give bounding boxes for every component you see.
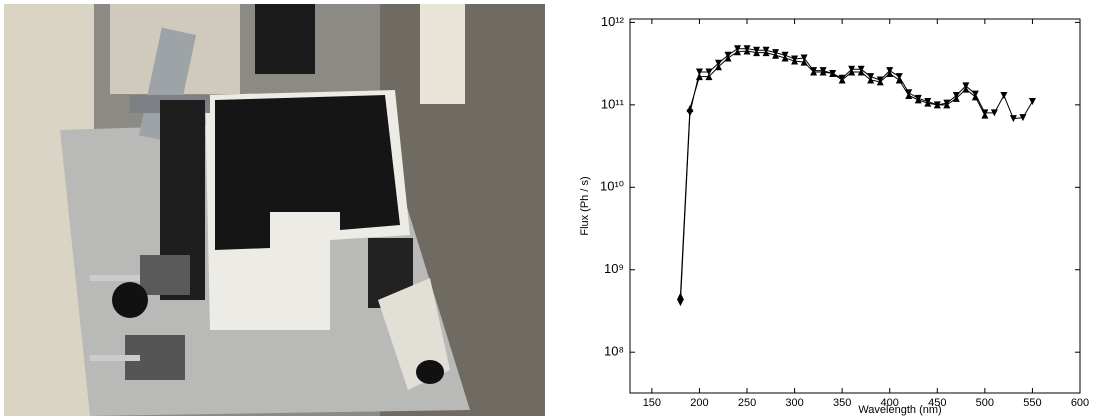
x-axis-title: Wavelength (nm) [858, 404, 941, 416]
x-tick-label: 400 [881, 397, 899, 409]
data-point [781, 54, 789, 62]
data-point [714, 63, 722, 71]
data-point [772, 51, 780, 59]
data-point [895, 76, 903, 84]
data-point [695, 73, 703, 81]
data-point [848, 68, 856, 76]
data-point [962, 85, 970, 93]
x-tick-label: 600 [1071, 397, 1089, 409]
data-point [981, 111, 989, 119]
data-point [762, 49, 770, 57]
series-line [679, 48, 1033, 303]
x-tick-label: 150 [643, 397, 661, 409]
data-point [990, 109, 998, 117]
y-tick-label: 10¹⁰ [600, 179, 624, 194]
x-tick-label: 250 [738, 397, 756, 409]
data-point [971, 93, 979, 101]
data-point [829, 70, 837, 78]
data-point [1000, 91, 1008, 99]
y-tick-label: 10⁹ [604, 261, 624, 276]
data-point [838, 76, 846, 84]
x-tick-label: 300 [785, 397, 803, 409]
y-axis-title: Flux (Ph / s) [579, 176, 591, 235]
data-point [876, 78, 884, 86]
x-tick-label: 350 [833, 397, 851, 409]
data-point [686, 105, 694, 113]
data-point [791, 57, 799, 65]
data-point [886, 70, 894, 78]
y-tick-label: 10¹¹ [601, 96, 625, 111]
data-point [819, 68, 827, 76]
data-point [724, 54, 732, 62]
data-point [753, 49, 761, 57]
data-point [1009, 115, 1017, 123]
data-point [943, 101, 951, 109]
data-point [800, 58, 808, 66]
y-tick-label: 10¹² [601, 14, 625, 29]
data-point [810, 68, 818, 76]
x-tick-label: 500 [976, 397, 994, 409]
data-point [1028, 97, 1036, 105]
data-point [952, 94, 960, 102]
data-point [924, 99, 932, 107]
data-point [705, 73, 713, 81]
data-point [800, 54, 808, 62]
data-point [734, 48, 742, 56]
data-point [905, 91, 913, 99]
data-point [743, 47, 751, 55]
data-point [705, 68, 713, 76]
data-point [695, 68, 703, 76]
x-tick-label: 200 [690, 397, 708, 409]
data-point [714, 59, 722, 67]
x-tick-label: 550 [1023, 397, 1041, 409]
data-point [914, 96, 922, 104]
data-point [867, 76, 875, 84]
series-line [679, 50, 986, 297]
y-tick-label: 10⁸ [604, 344, 624, 359]
plot-frame [629, 18, 1081, 394]
data-point [1019, 114, 1027, 122]
data-point [933, 101, 941, 109]
data-point [676, 299, 684, 307]
x-tick-label: 450 [928, 397, 946, 409]
data-point [676, 292, 684, 300]
data-point [857, 68, 865, 76]
photo [4, 4, 545, 416]
